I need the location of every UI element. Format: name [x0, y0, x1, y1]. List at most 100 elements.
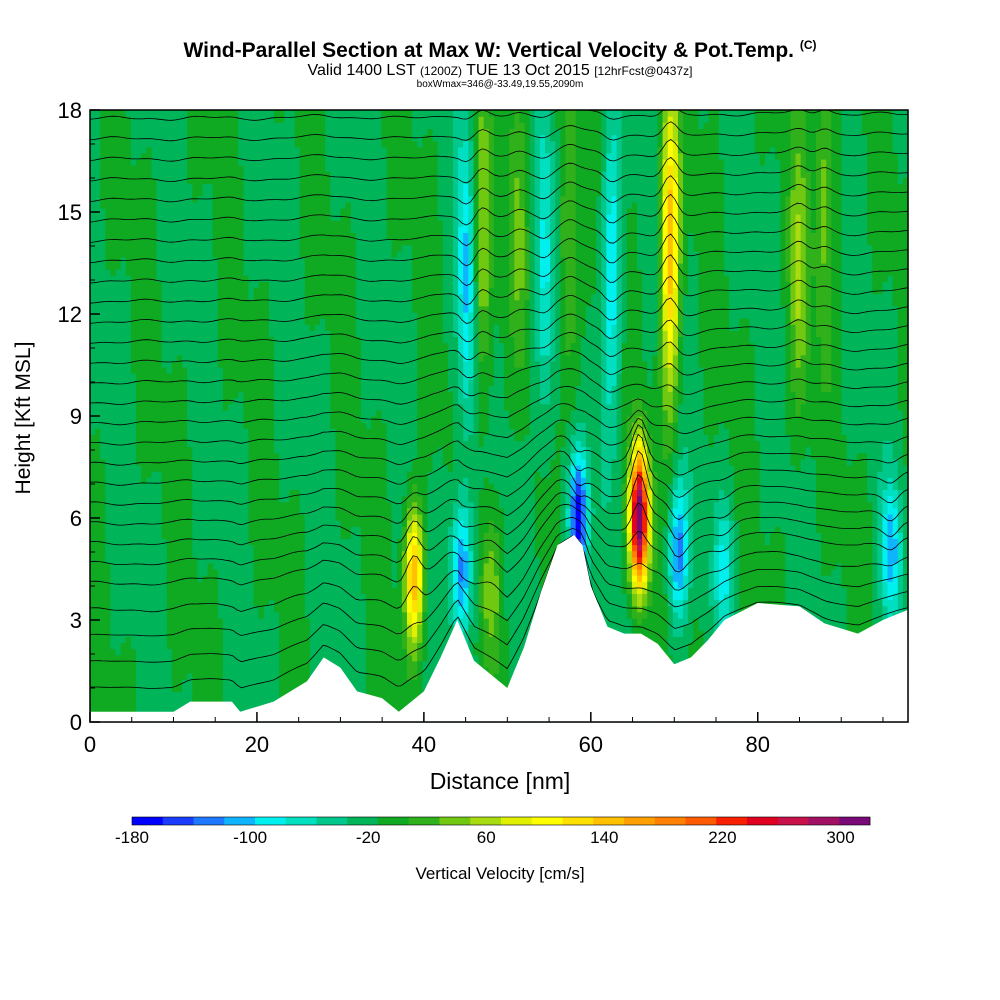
w-field-cell	[125, 110, 132, 117]
w-field-cell	[105, 379, 112, 386]
w-field-cell	[141, 354, 147, 362]
w-field-cell	[100, 642, 106, 650]
w-field-cell	[289, 464, 296, 472]
w-field-cell	[171, 244, 178, 252]
w-field-cell	[253, 275, 260, 282]
w-field-cell	[243, 354, 250, 362]
w-field-cell	[151, 452, 158, 460]
w-field-cell	[233, 581, 239, 588]
w-field-cell	[120, 538, 127, 546]
w-field-cell	[212, 171, 219, 178]
w-field-cell	[243, 379, 250, 386]
w-field-cell	[263, 263, 270, 270]
w-field-cell	[182, 483, 188, 491]
w-field-cell	[212, 116, 219, 123]
w-field-cell	[284, 507, 290, 515]
w-field-cell	[176, 391, 183, 399]
w-field-cell	[176, 581, 183, 588]
w-field-cell	[187, 605, 193, 613]
w-field-cell	[90, 599, 96, 607]
w-field-cell	[228, 293, 234, 301]
w-field-cell	[243, 422, 250, 429]
w-field-cell	[304, 281, 311, 289]
w-field-cell	[274, 110, 280, 117]
w-field-cell	[171, 624, 178, 631]
w-field-cell	[294, 409, 301, 417]
w-field-cell	[335, 440, 342, 448]
w-field-cell	[192, 110, 198, 117]
w-field-cell	[115, 342, 122, 350]
w-field-cell	[197, 679, 204, 686]
w-field-cell	[130, 226, 137, 233]
w-field-cell	[136, 165, 142, 172]
w-field-cell	[161, 624, 168, 631]
w-field-cell	[279, 648, 285, 656]
w-field-cell	[274, 526, 280, 533]
w-field-cell	[294, 214, 301, 221]
w-field-cell	[248, 152, 255, 160]
w-field-cell	[95, 593, 101, 601]
w-field-cell	[243, 507, 250, 515]
w-field-cell	[161, 360, 168, 368]
w-field-cell	[314, 422, 321, 429]
w-field-cell	[187, 624, 193, 631]
w-field-cell	[100, 177, 106, 185]
w-field-cell	[202, 648, 209, 656]
w-field-cell	[125, 354, 132, 362]
w-field-cell	[187, 416, 193, 423]
w-field-cell	[314, 330, 321, 338]
w-field-cell	[187, 611, 193, 619]
w-field-cell	[222, 397, 229, 405]
w-field-cell	[284, 477, 290, 484]
w-field-cell	[314, 409, 321, 417]
w-field-cell	[146, 422, 152, 429]
w-field-cell	[125, 501, 132, 509]
w-field-cell	[141, 238, 147, 246]
w-field-cell	[136, 140, 142, 148]
w-field-cell	[233, 183, 239, 191]
w-field-cell	[268, 581, 275, 588]
w-field-cell	[294, 342, 301, 350]
w-field-cell	[156, 458, 163, 466]
w-field-cell	[141, 373, 147, 380]
w-field-cell	[289, 220, 296, 227]
w-field-cell	[304, 275, 311, 282]
w-field-cell	[182, 238, 188, 246]
w-field-cell	[146, 207, 152, 215]
w-field-cell	[115, 281, 122, 289]
w-field-cell	[120, 397, 127, 405]
w-field-cell	[90, 214, 96, 221]
w-field-cell	[299, 189, 306, 197]
w-field-cell	[335, 489, 342, 497]
w-field-cell	[95, 177, 101, 185]
w-field-cell	[197, 397, 204, 405]
w-field-cell	[136, 409, 142, 417]
w-field-cell	[136, 471, 142, 478]
w-field-cell	[187, 617, 193, 625]
w-field-cell	[243, 544, 250, 552]
w-field-cell	[248, 269, 255, 276]
w-field-cell	[105, 403, 112, 411]
w-field-cell	[299, 263, 306, 270]
w-field-cell	[212, 446, 219, 454]
w-field-cell	[192, 538, 198, 546]
w-field-cell	[166, 342, 173, 350]
w-field-cell	[304, 348, 311, 356]
w-field-cell	[299, 556, 306, 564]
w-field-cell	[233, 293, 239, 301]
w-field-cell	[284, 287, 290, 295]
w-field-cell	[110, 679, 117, 686]
w-field-cell	[253, 110, 260, 117]
w-field-cell	[340, 409, 347, 417]
w-field-cell	[136, 513, 142, 521]
w-field-cell	[197, 152, 204, 160]
w-field-cell	[340, 501, 347, 509]
w-field-cell	[330, 569, 336, 576]
w-field-cell	[136, 544, 142, 552]
w-field-cell	[120, 232, 127, 240]
w-field-cell	[151, 611, 158, 619]
w-field-cell	[263, 697, 270, 705]
w-field-cell	[166, 440, 173, 448]
w-field-cell	[166, 617, 173, 625]
w-field-cell	[294, 287, 301, 295]
